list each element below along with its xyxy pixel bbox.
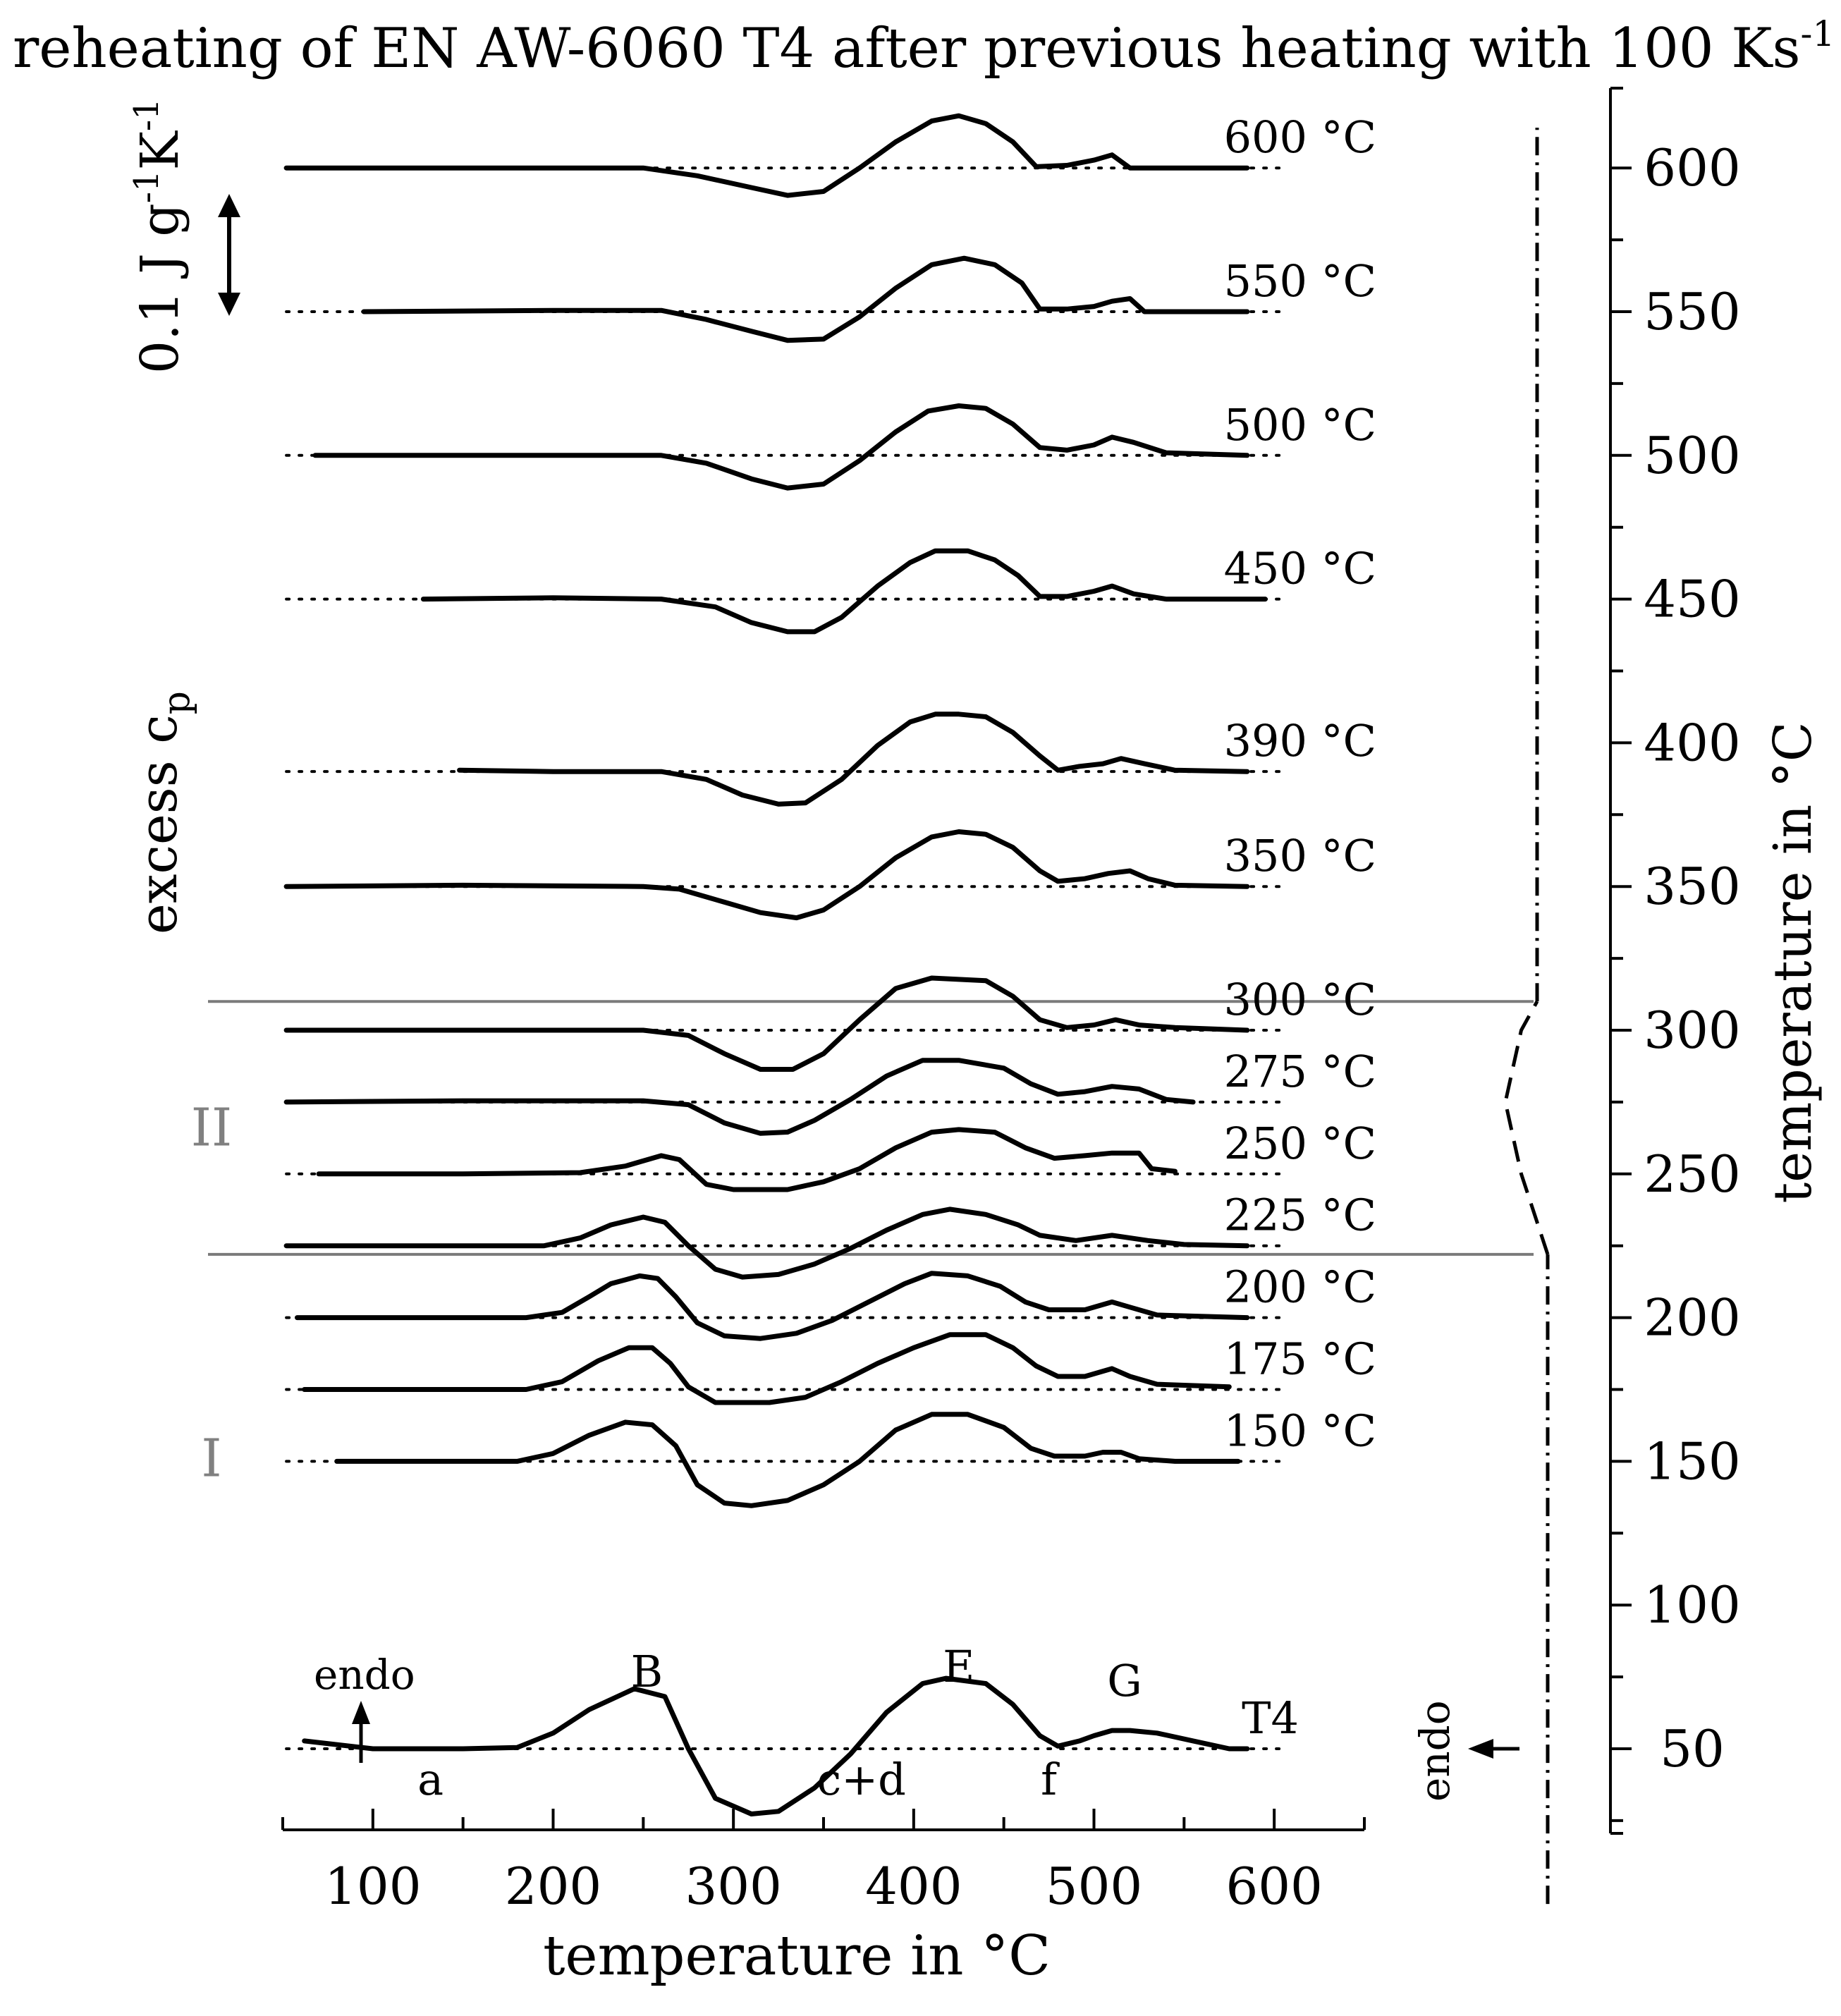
baselines [285, 166, 1283, 1750]
temperature-tick-label: 350 [1644, 857, 1740, 916]
temperature-tick-label: 450 [1644, 570, 1740, 629]
series-curve [316, 1127, 1178, 1192]
peak-annotation: c+d [817, 1754, 906, 1805]
x-tick-label: 300 [685, 1857, 781, 1916]
temperature-tick-label: 300 [1644, 1001, 1740, 1060]
series-label: 225 °C [1224, 1190, 1377, 1241]
temperature-tick-label: 100 [1644, 1575, 1740, 1635]
scale-bar-up-arrow-icon [218, 194, 240, 217]
region-label: II [191, 1098, 232, 1159]
temperature-tick-label: 250 [1644, 1144, 1740, 1204]
endo-left-arrow-icon [1468, 1739, 1493, 1759]
peak-annotation: E [943, 1641, 974, 1692]
temperature-tick-label: 400 [1644, 713, 1740, 772]
x-tick-label: 400 [865, 1857, 962, 1916]
x-axis: 100 200 300 400 500 600 [281, 1809, 1366, 1916]
chart-title: reheating of EN AW-6060 T4 after previou… [13, 13, 1835, 80]
series-curve [457, 711, 1250, 807]
temperature-axis: 50 100 150 200 250 300 350 400 450 500 550 600 [1609, 87, 1741, 1835]
endo-up-arrow-icon [352, 1701, 370, 1724]
series-label: 550 °C [1224, 255, 1377, 307]
temperature-axis-label: temperature in °C [1763, 722, 1823, 1204]
endo-side-label: endo [1411, 1700, 1459, 1802]
region-lines [208, 1000, 1534, 1256]
endo-side-arrow [1468, 1739, 1519, 1759]
series-label: 175 °C [1224, 1333, 1377, 1385]
region-labels: III [191, 1098, 232, 1489]
series-curve [283, 113, 1250, 198]
temperature-tick-label: 150 [1644, 1431, 1740, 1491]
series-label: 500 °C [1224, 399, 1377, 451]
curves [283, 113, 1268, 1816]
series-curve [312, 403, 1250, 491]
scale-bar-down-arrow-icon [218, 293, 240, 316]
series-label: 250 °C [1224, 1118, 1377, 1169]
series-label: 390 °C [1224, 715, 1377, 766]
series-curve [283, 1058, 1196, 1136]
series-curve [302, 1332, 1232, 1405]
heating-profile-segment [1503, 1000, 1550, 1255]
series-curve [283, 829, 1250, 921]
peak-annotation: G [1107, 1655, 1142, 1706]
series-label: 200 °C [1224, 1261, 1377, 1313]
endo-arrow [352, 1701, 370, 1763]
series-curve [302, 1675, 1250, 1816]
series-curve [420, 548, 1268, 635]
y-axis-label: excess cp [128, 691, 198, 934]
annotations: B E Ga c+d f [417, 1641, 1142, 1805]
x-tick-label: 200 [505, 1857, 601, 1916]
scale-bar [218, 194, 240, 316]
series-label: 350 °C [1224, 830, 1377, 881]
temperature-tick-label: 200 [1644, 1288, 1740, 1348]
region-label: I [201, 1428, 221, 1489]
series-curve [334, 1412, 1241, 1508]
series-label: 450 °C [1224, 543, 1377, 594]
heating-profile [1503, 128, 1550, 1905]
series-curve [283, 1206, 1250, 1280]
peak-annotation: f [1041, 1754, 1060, 1805]
temperature-tick-label: 600 [1644, 138, 1740, 197]
endo-label: endo [314, 1651, 415, 1699]
peak-annotation: B [631, 1646, 663, 1697]
series-label: 600 °C [1224, 111, 1377, 163]
x-tick-label: 100 [324, 1857, 421, 1916]
x-tick-label: 500 [1046, 1857, 1142, 1916]
peak-annotation: a [417, 1754, 444, 1805]
temperature-tick-label: 500 [1644, 426, 1740, 485]
series-label: 275 °C [1224, 1046, 1377, 1097]
series-curve [295, 1271, 1250, 1341]
temperature-tick-label: 50 [1660, 1719, 1725, 1778]
x-tick-label: 600 [1225, 1857, 1322, 1916]
curve-labels: T4 150 °C 175 °C 200 °C 225 °C 250 °C 275 °C 30… [1224, 111, 1377, 1744]
x-axis-label: temperature in °C [543, 1924, 1051, 1988]
series-label: 150 °C [1224, 1405, 1377, 1456]
series-curve [283, 975, 1250, 1072]
temperature-tick-label: 550 [1644, 282, 1740, 341]
series-curve [361, 255, 1250, 343]
series-label: T4 [1242, 1692, 1299, 1744]
series-label: 300 °C [1224, 974, 1377, 1025]
scale-bar-label: 0.1 J g-1K-1 [127, 98, 190, 374]
